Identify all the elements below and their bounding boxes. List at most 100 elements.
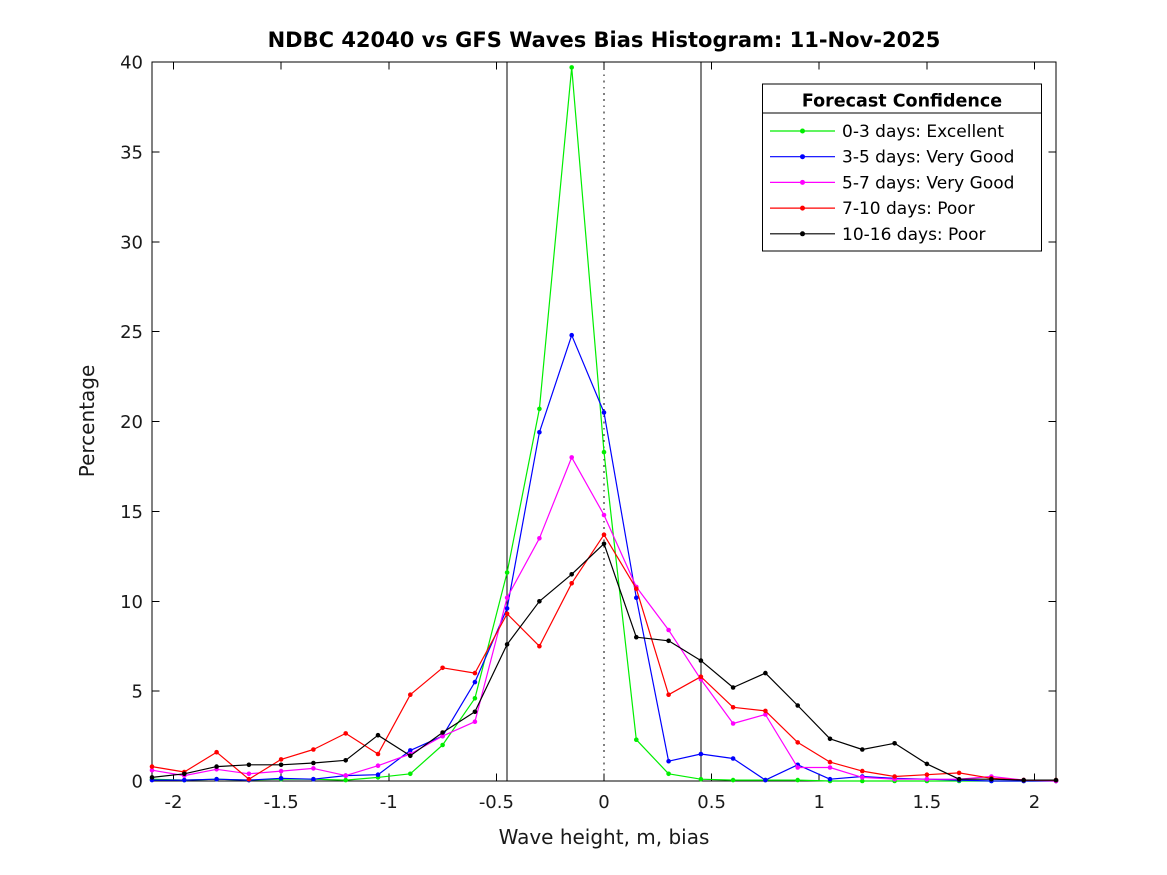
y-tick-label: 30 [120,232,143,253]
data-point-10-16-days [408,753,413,759]
data-point-0-3-days [537,406,542,412]
legend-title: Forecast Confidence [802,92,1002,112]
data-point-3-5-days [569,332,574,338]
data-point-5-7-days [504,595,510,600]
data-point-0-3-days [730,777,736,783]
data-point-5-7-days [666,627,671,633]
data-point-7-10-days [634,586,639,591]
data-point-7-10-days [698,674,704,679]
legend-sample-marker-5-7-days [800,179,805,185]
data-point-10-16-days [214,764,219,769]
data-point-3-5-days [472,679,478,685]
y-tick-label: 0 [132,772,143,793]
y-tick-label: 40 [120,53,143,74]
data-point-7-10-days [278,757,284,762]
legend-sample-marker-3-5-days [800,154,805,160]
data-point-3-5-days [698,751,704,757]
data-point-10-16-days [440,730,445,735]
y-tick-label: 5 [132,682,143,703]
data-point-0-3-days [569,65,574,70]
data-point-7-10-days [375,751,381,757]
data-point-10-16-days [892,741,897,746]
data-point-10-16-days [795,703,800,708]
series-10-16-days [149,541,1059,783]
data-point-5-7-days [860,775,865,780]
data-point-0-3-days [601,449,607,455]
data-point-0-3-days [698,776,704,782]
data-point-3-5-days [634,595,639,600]
data-point-10-16-days [601,541,607,546]
data-point-7-10-days [795,740,800,745]
data-point-7-10-days [149,764,155,769]
data-point-5-7-days [149,767,155,773]
x-tick-label: -1.5 [264,792,299,813]
data-point-7-10-days [860,768,865,774]
data-point-5-7-days [795,765,800,770]
data-point-3-5-days [214,776,219,782]
series-5-7-days [149,455,1059,784]
y-tick-label: 20 [120,412,143,433]
data-point-5-7-days [440,733,445,739]
data-point-7-10-days [537,643,542,649]
data-point-0-3-days [440,742,445,748]
y-tick-label: 15 [120,502,143,523]
data-point-0-3-days [860,778,865,784]
data-point-7-10-days [246,776,252,782]
data-point-10-16-days [278,762,284,768]
data-point-10-16-days [698,658,704,663]
y-axis-label: Percentage [75,365,99,478]
data-point-3-5-days [408,748,413,753]
data-point-10-16-days [311,760,316,766]
data-point-10-16-days [924,761,930,767]
data-point-7-10-days [408,692,413,697]
data-point-5-7-days [601,512,607,518]
data-point-10-16-days [537,599,542,604]
data-point-5-7-days [730,721,736,726]
data-point-10-16-days [860,747,865,752]
data-point-10-16-days [827,736,833,742]
data-point-7-10-days [311,747,316,752]
legend-label-10-16-days: 10-16 days: Poor [842,225,986,245]
data-point-0-3-days [343,777,349,783]
legend-label-3-5-days: 3-5 days: Very Good [842,148,1014,168]
data-point-5-7-days [763,712,768,717]
data-point-10-16-days [569,572,574,577]
legend-label-7-10-days: 7-10 days: Poor [842,199,975,219]
x-tick-label: 0 [598,792,609,813]
data-point-7-10-days [601,532,607,537]
data-point-5-7-days [278,768,284,774]
data-point-0-3-days [666,771,671,777]
data-point-0-3-days [795,777,800,783]
data-point-7-10-days [472,670,478,676]
data-point-7-10-days [956,770,962,776]
data-point-10-16-days [634,634,639,640]
data-point-10-16-days [666,638,671,644]
legend: Forecast Confidence 0-3 days: Excellent 3-… [762,83,1042,252]
data-point-3-5-days [278,776,284,781]
data-point-5-7-days [375,763,381,768]
legend-sample-marker-0-3-days [800,128,805,134]
legend-sample-marker-7-10-days [800,205,805,211]
data-point-10-16-days [343,758,349,763]
legend-sample-marker-10-16-days [800,231,805,237]
data-point-7-10-days [214,749,219,755]
data-point-0-3-days [504,570,510,575]
data-point-0-3-days [634,737,639,742]
x-tick-label: 1 [814,792,825,813]
data-point-10-16-days [1021,777,1026,783]
data-point-5-7-days [343,773,349,778]
data-point-3-5-days [311,776,316,782]
data-point-10-16-days [989,776,994,782]
data-point-0-3-days [408,771,413,777]
data-point-10-16-days [763,670,768,676]
x-tick-label: 2 [1029,792,1040,813]
data-point-10-16-days [504,642,510,647]
y-tick-label: 25 [120,322,143,343]
data-point-3-5-days [827,776,833,782]
x-tick-label: 0.5 [697,792,726,813]
data-point-7-10-days [924,772,930,777]
data-point-0-3-days [472,696,478,701]
data-point-10-16-days [956,776,962,782]
